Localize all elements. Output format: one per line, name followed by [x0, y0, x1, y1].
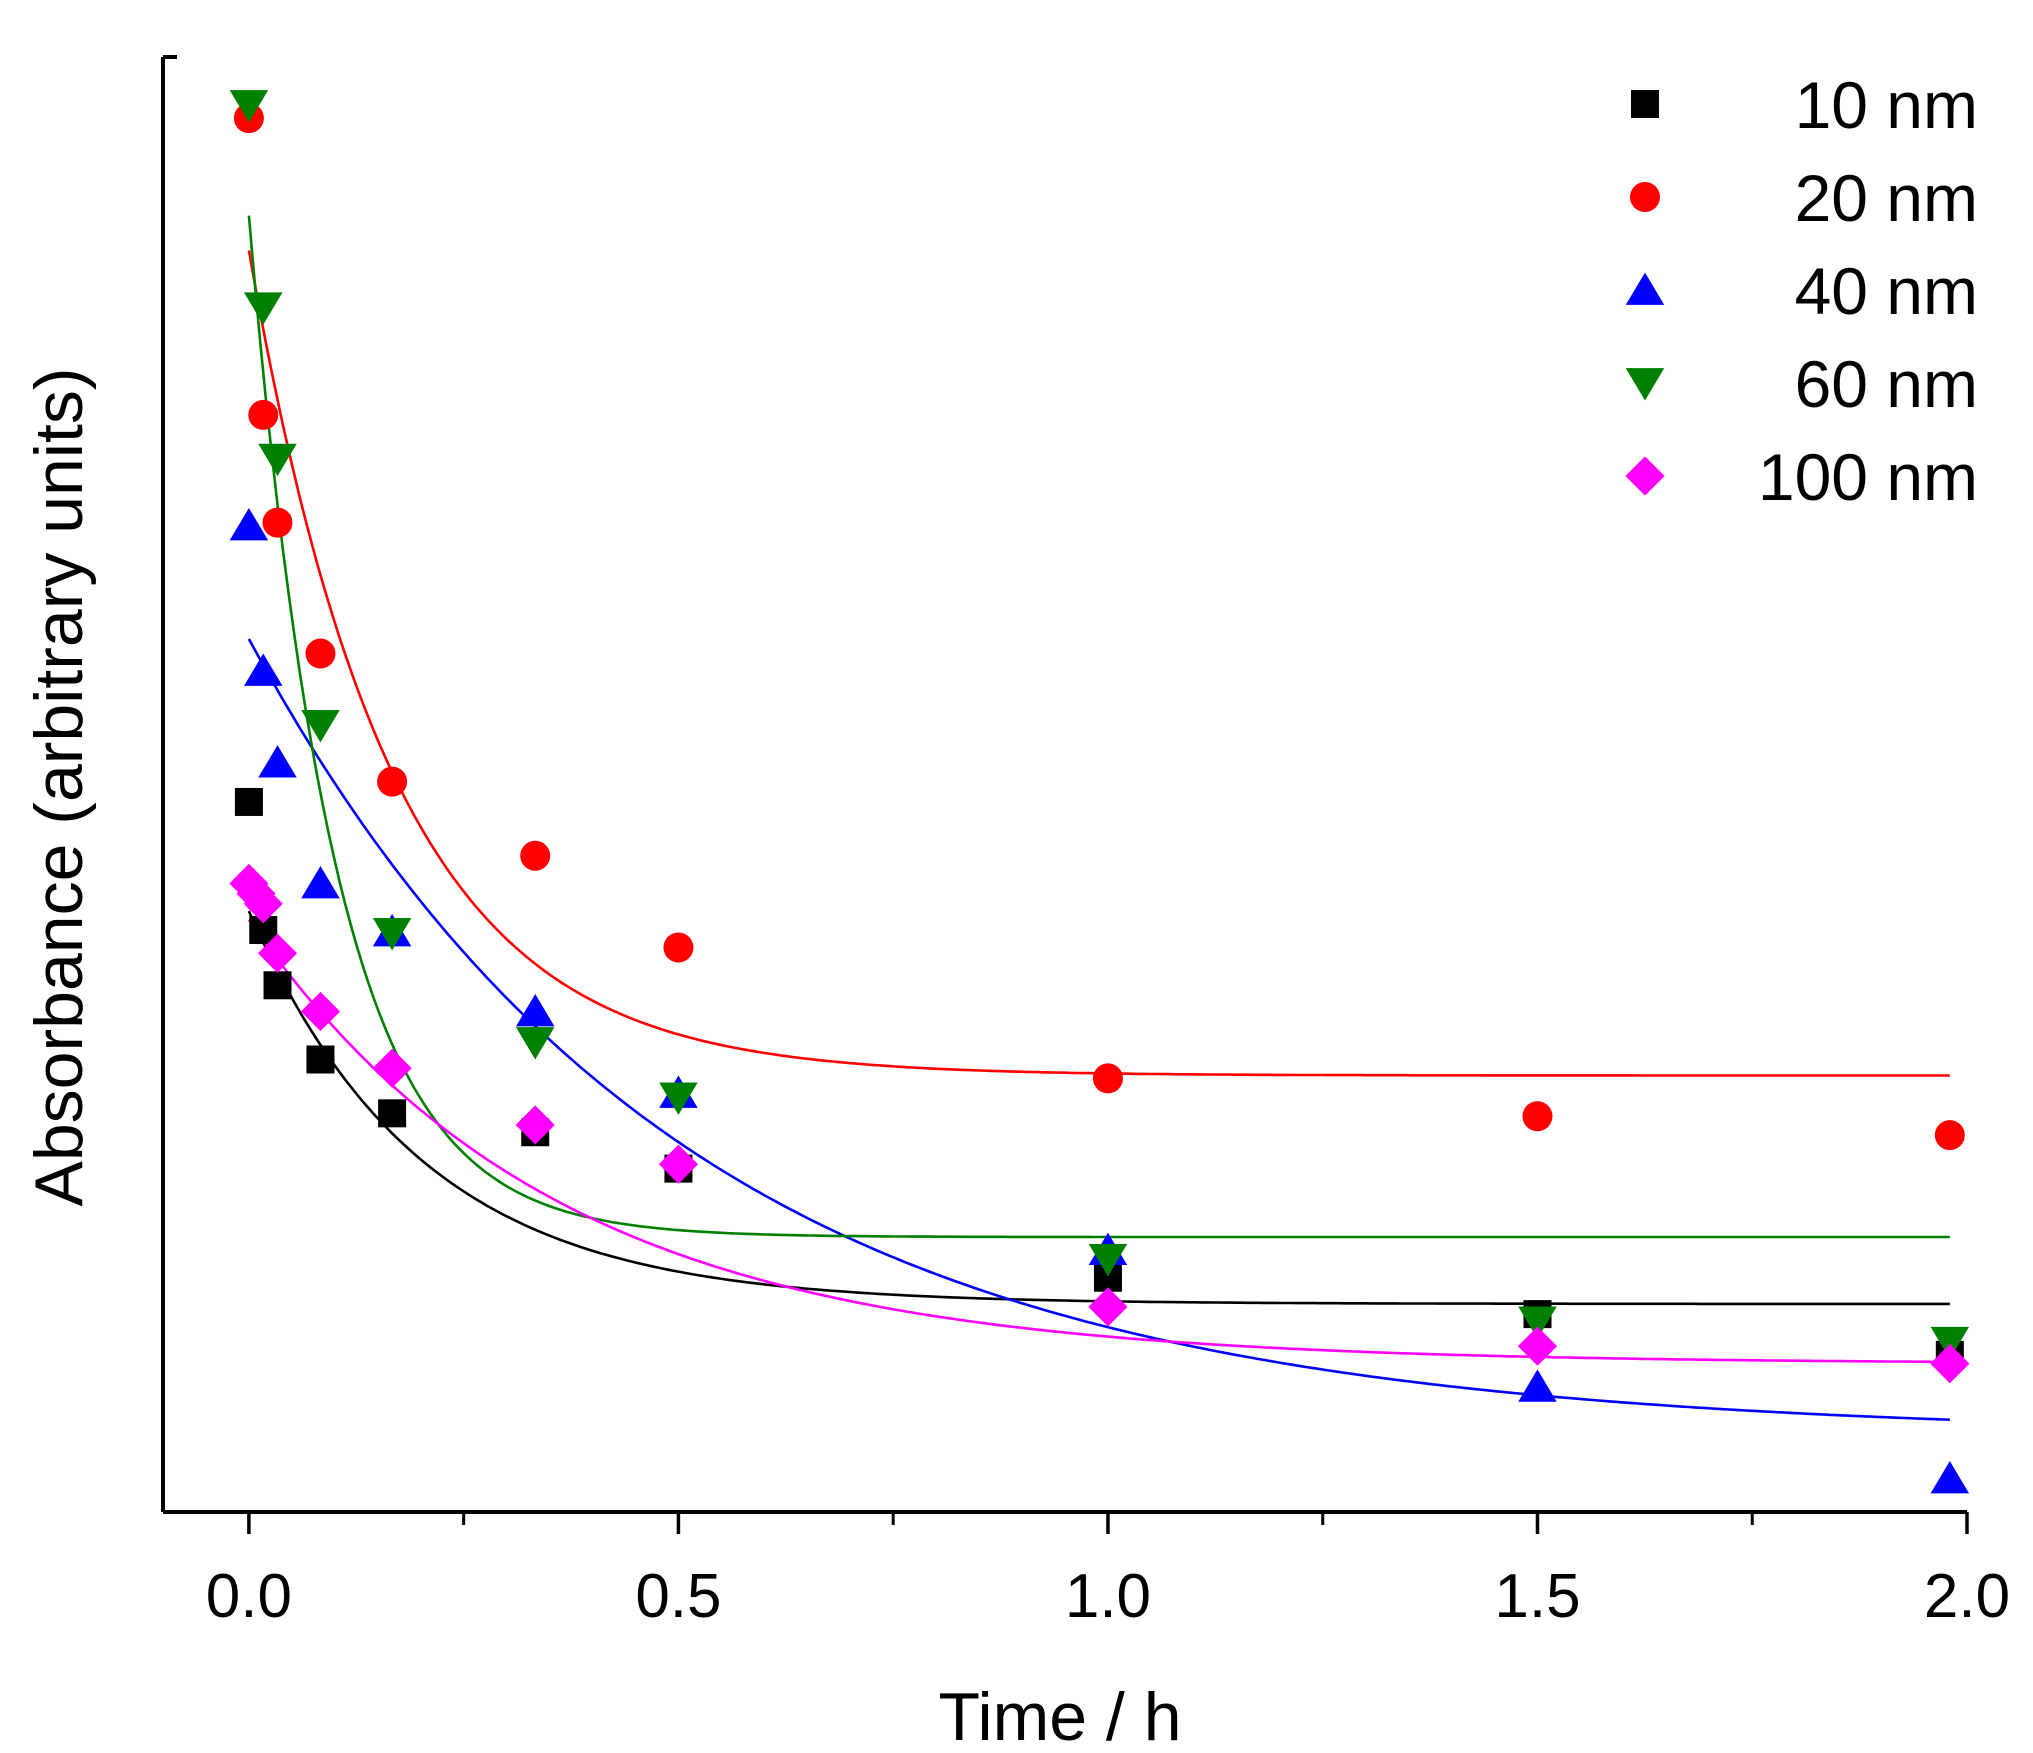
point-60nm — [1518, 1306, 1557, 1339]
point-60nm — [301, 709, 340, 743]
x-tick-label: 2.0 — [1924, 1562, 2010, 1631]
legend-marker-20nm — [1630, 182, 1660, 212]
point-40nm — [258, 745, 297, 778]
point-100nm — [243, 884, 283, 924]
x-tick-labels: 0.0 0.5 1.0 1.5 2.0 — [206, 1562, 2010, 1631]
point-20nm — [262, 507, 293, 538]
point-60nm — [372, 918, 412, 951]
point-40nm — [301, 865, 340, 899]
fit-curves — [247, 215, 1950, 1421]
point-40nm — [229, 508, 269, 541]
point-100nm — [1930, 1343, 1970, 1384]
point-20nm — [520, 840, 551, 871]
point-100nm — [515, 1105, 555, 1145]
point-40nm — [515, 993, 555, 1027]
legend-label-10nm: 10 nm — [1795, 68, 1978, 142]
x-tick-label: 0.0 — [206, 1562, 292, 1631]
point-20nm — [1522, 1101, 1553, 1132]
point-60nm — [258, 443, 297, 477]
point-40nm — [1518, 1369, 1557, 1402]
fit-curve-100nm — [247, 919, 1950, 1364]
point-20nm — [248, 399, 279, 430]
point-100nm — [372, 1048, 412, 1088]
point-10nm — [234, 787, 263, 816]
x-axis-title: Time / h — [938, 1679, 1181, 1753]
legend-marker-40nm — [1625, 272, 1665, 305]
point-40nm — [1930, 1461, 1970, 1494]
point-60nm — [515, 1027, 555, 1060]
legend-label-40nm: 40 nm — [1795, 254, 1978, 328]
point-10nm — [378, 1099, 407, 1128]
point-100nm — [658, 1144, 699, 1184]
legend-marker-60nm — [1625, 368, 1665, 401]
x-tick-label: 1.5 — [1494, 1562, 1580, 1631]
point-20nm — [377, 766, 408, 797]
axes — [161, 55, 1969, 1534]
point-40nm — [244, 653, 283, 686]
point-60nm — [229, 90, 269, 123]
point-100nm — [1517, 1326, 1558, 1366]
point-20nm — [305, 638, 336, 669]
point-20nm — [1092, 1063, 1123, 1094]
y-axis-title: Absorbance (arbitrary units) — [21, 367, 97, 1206]
point-100nm — [300, 991, 341, 1032]
x-tick-label: 0.5 — [635, 1562, 721, 1631]
point-100nm — [257, 933, 298, 973]
point-60nm — [1930, 1326, 1970, 1360]
fit-curve-20nm — [247, 250, 1950, 1077]
point-20nm — [663, 932, 694, 963]
point-20nm — [1934, 1120, 1965, 1151]
point-60nm — [1088, 1243, 1128, 1277]
point-10nm — [306, 1045, 335, 1074]
legend-label-100nm: 100 nm — [1758, 440, 1978, 514]
legend: 10 nm 20 nm 40 nm 60 nm 100 nm — [1625, 68, 1978, 514]
x-tick-label: 1.0 — [1065, 1562, 1151, 1631]
data-points — [229, 90, 1970, 1494]
legend-label-60nm: 60 nm — [1795, 347, 1978, 421]
fit-curve-60nm — [247, 215, 1950, 1239]
legend-marker-10nm — [1631, 90, 1659, 118]
point-10nm — [263, 971, 292, 1000]
point-100nm — [1088, 1287, 1128, 1327]
point-60nm — [659, 1082, 698, 1115]
legend-label-20nm: 20 nm — [1795, 161, 1978, 235]
legend-marker-100nm — [1625, 456, 1665, 496]
point-60nm — [244, 292, 283, 325]
